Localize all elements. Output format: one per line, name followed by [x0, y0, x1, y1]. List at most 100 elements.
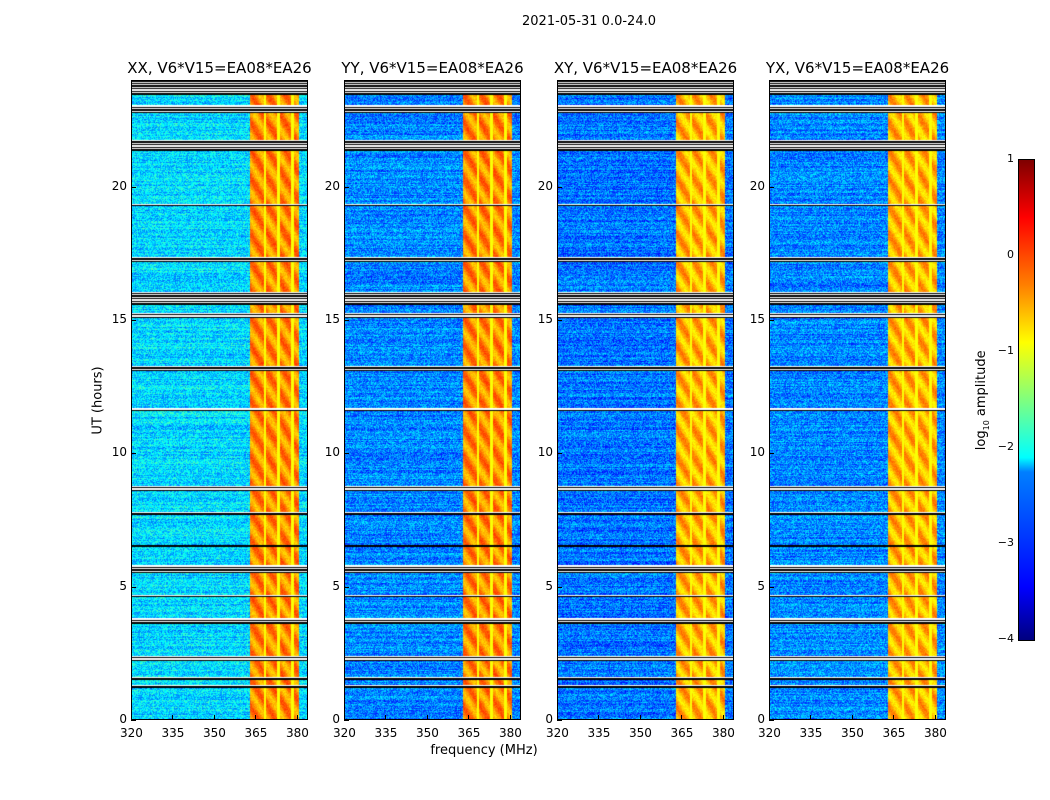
colorbar [1018, 159, 1035, 641]
x-tick-label: 335 [374, 726, 398, 740]
heatmap-panel [769, 80, 946, 720]
y-tick-label: 10 [111, 445, 127, 460]
heatmap-image [770, 81, 945, 719]
x-tick-label: 320 [546, 726, 569, 740]
y-tick-mark [769, 186, 774, 188]
x-tick-mark [810, 715, 812, 720]
panel-title: YY, V6*V15=EA08*EA26 [341, 59, 524, 77]
panel-title: XY, V6*V15=EA08*EA26 [553, 59, 738, 77]
x-tick-label: 335 [161, 726, 185, 740]
y-tick-label: 10 [749, 445, 765, 460]
y-tick-label: 5 [545, 578, 553, 593]
colorbar-tick-label: −3 [997, 536, 1014, 549]
colorbar-tick-label: −1 [997, 344, 1014, 357]
colorbar-tick-label: 1 [1007, 152, 1014, 165]
x-tick-mark [172, 715, 174, 720]
x-tick-mark [893, 715, 895, 720]
y-tick-label: 5 [119, 578, 127, 593]
x-tick-mark [509, 715, 511, 720]
y-tick-label: 20 [537, 178, 553, 193]
y-tick-label: 10 [537, 445, 553, 460]
x-tick-label: 365 [244, 726, 268, 740]
x-tick-mark [213, 715, 215, 720]
y-tick-mark [557, 586, 562, 588]
x-tick-mark [598, 715, 600, 720]
x-tick-mark [722, 715, 724, 720]
x-tick-mark [557, 715, 558, 720]
x-tick-label: 350 [628, 726, 652, 740]
heatmap-panel [344, 80, 521, 720]
y-tick-mark [131, 186, 136, 188]
x-tick-label: 320 [758, 726, 781, 740]
x-tick-mark [769, 715, 770, 720]
y-tick-label: 20 [324, 178, 340, 193]
y-tick-mark [769, 453, 774, 455]
y-tick-label: 0 [332, 712, 340, 726]
x-tick-label: 335 [587, 726, 611, 740]
y-tick-mark [769, 586, 774, 588]
y-tick-mark [344, 586, 349, 588]
y-tick-mark [344, 720, 349, 721]
x-tick-mark [131, 715, 132, 720]
x-tick-mark [426, 715, 428, 720]
colorbar-tick-label: −2 [997, 440, 1014, 453]
y-axis-label: UT (hours) [90, 366, 106, 435]
y-tick-mark [131, 320, 136, 321]
x-tick-mark [385, 715, 387, 720]
heatmap-image [345, 81, 520, 719]
x-tick-label: 365 [670, 726, 694, 740]
x-tick-label: 320 [333, 726, 356, 740]
y-tick-mark [557, 720, 562, 721]
y-tick-label: 20 [749, 178, 765, 193]
x-tick-mark [681, 715, 683, 720]
y-tick-label: 0 [119, 712, 127, 726]
x-tick-label: 380 [711, 726, 735, 740]
x-tick-mark [296, 715, 298, 720]
y-tick-mark [344, 320, 349, 321]
x-tick-mark [255, 715, 257, 720]
x-tick-mark [851, 715, 853, 720]
y-tick-label: 15 [324, 312, 340, 326]
colorbar-label: log10 amplitude [974, 343, 991, 458]
x-tick-mark [639, 715, 641, 720]
y-tick-label: 5 [332, 578, 340, 593]
y-tick-label: 15 [111, 312, 127, 326]
x-tick-label: 335 [799, 726, 823, 740]
x-tick-label: 380 [285, 726, 309, 740]
x-tick-mark [934, 715, 936, 720]
x-tick-mark [468, 715, 470, 720]
x-tick-label: 350 [202, 726, 226, 740]
y-tick-mark [131, 453, 136, 455]
y-tick-mark [769, 320, 774, 321]
y-tick-mark [344, 453, 349, 455]
x-tick-label: 365 [457, 726, 481, 740]
x-tick-label: 365 [882, 726, 906, 740]
heatmap-image [132, 81, 307, 719]
colorbar-label-suffix: amplitude [974, 350, 990, 421]
y-tick-label: 0 [545, 712, 553, 726]
x-axis-label: frequency (MHz) [430, 743, 538, 758]
y-tick-label: 15 [537, 312, 553, 326]
heatmap-panel [131, 80, 308, 720]
panel-title: XX, V6*V15=EA08*EA26 [127, 59, 312, 77]
colorbar-tick-label: −4 [997, 632, 1014, 645]
y-tick-mark [769, 720, 774, 721]
y-tick-label: 5 [757, 578, 765, 593]
x-tick-mark [344, 715, 345, 720]
x-tick-label: 350 [415, 726, 439, 740]
heatmap-image [558, 81, 733, 719]
x-tick-label: 380 [498, 726, 522, 740]
y-tick-label: 0 [757, 712, 765, 726]
y-tick-label: 10 [324, 445, 340, 460]
x-tick-label: 380 [923, 726, 947, 740]
figure-title: 2021-05-31 0.0-24.0 [522, 14, 656, 29]
y-tick-mark [131, 720, 136, 721]
x-tick-label: 350 [840, 726, 864, 740]
y-tick-mark [557, 186, 562, 188]
colorbar-label-sub: 10 [981, 420, 991, 431]
y-tick-mark [344, 186, 349, 188]
panel-title: YX, V6*V15=EA08*EA26 [765, 59, 950, 77]
y-tick-mark [557, 320, 562, 321]
y-tick-label: 20 [111, 178, 127, 193]
y-tick-mark [557, 453, 562, 455]
